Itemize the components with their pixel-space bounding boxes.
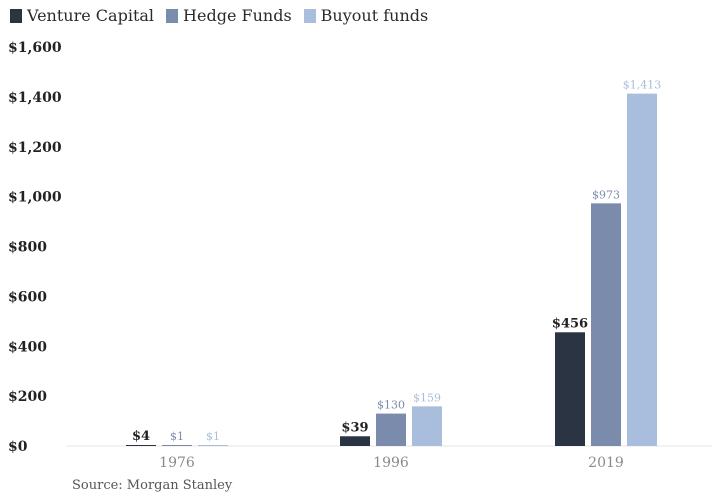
bar <box>162 445 192 446</box>
legend-item-hedge-funds: Hedge Funds <box>166 6 292 25</box>
x-tick-label: 1976 <box>159 455 195 471</box>
y-tick-label: $1,400 <box>8 90 62 106</box>
data-label: $130 <box>377 399 405 412</box>
legend-label-venture-capital: Venture Capital <box>27 6 155 25</box>
bar <box>340 436 370 446</box>
bar <box>198 445 228 446</box>
data-label: $39 <box>341 420 368 435</box>
legend-label-hedge-funds: Hedge Funds <box>183 6 292 25</box>
data-label: $159 <box>413 391 441 404</box>
legend-swatch-buyout-funds <box>303 8 316 23</box>
y-tick-label: $200 <box>8 389 47 405</box>
bar <box>591 203 621 446</box>
bar <box>555 332 585 446</box>
bar <box>627 93 657 447</box>
data-label: $1 <box>206 430 220 443</box>
y-tick-label: $1,200 <box>8 140 62 156</box>
y-tick-label: $600 <box>8 289 47 305</box>
y-tick-label: $0 <box>8 439 28 455</box>
legend-item-buyout-funds: Buyout funds <box>303 6 429 25</box>
legend-label-buyout-funds: Buyout funds <box>320 6 429 25</box>
data-label: $456 <box>552 316 588 331</box>
data-label: $4 <box>132 429 150 444</box>
bar <box>126 445 156 446</box>
data-label: $973 <box>592 188 620 201</box>
bar <box>376 413 406 446</box>
y-tick-label: $1,000 <box>8 190 62 206</box>
x-tick-label: 2019 <box>588 455 624 471</box>
source-note: Source: Morgan Stanley <box>72 478 233 493</box>
legend-item-venture-capital: Venture Capital <box>10 6 154 25</box>
legend-swatch-hedge-funds <box>166 8 179 23</box>
x-tick-label: 1996 <box>373 455 409 471</box>
data-label: $1,413 <box>623 79 662 92</box>
data-label: $1 <box>170 430 184 443</box>
legend-swatch-venture-capital <box>10 8 22 23</box>
y-tick-label: $800 <box>8 240 47 256</box>
y-tick-label: $1,600 <box>8 40 62 56</box>
bar <box>412 406 442 446</box>
chart-legend: Venture Capital Hedge Funds Buyout funds <box>10 6 428 25</box>
y-tick-label: $400 <box>8 339 47 355</box>
